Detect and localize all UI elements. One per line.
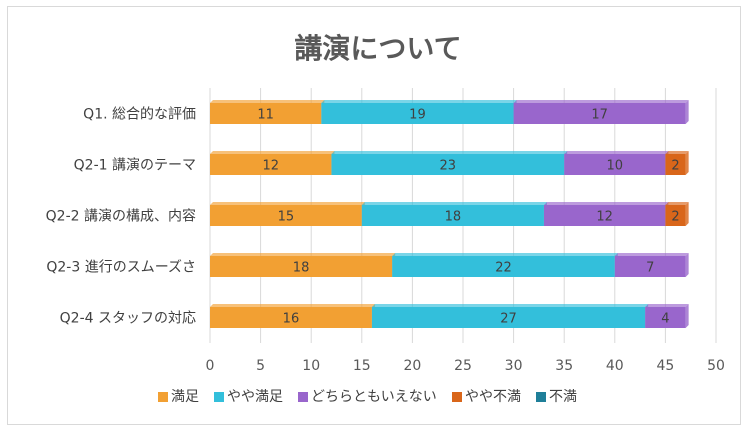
bar-segment-top xyxy=(543,202,669,205)
category-label: Q1. 総合的な評価 xyxy=(83,107,196,123)
data-label: 15 xyxy=(278,210,295,225)
x-tick-label: 45 xyxy=(656,358,674,374)
x-tick-label: 30 xyxy=(505,358,523,374)
x-tick-label: 5 xyxy=(256,358,265,374)
category-labels: Q1. 総合的な評価 Q2-1 講演のテーマ Q2-2 講演の構成、内容 Q2-3 進… xyxy=(46,107,196,327)
data-label: 17 xyxy=(591,108,608,123)
data-label: 12 xyxy=(596,210,613,225)
bar-segment-top xyxy=(665,202,689,205)
bar-segment-top xyxy=(210,253,396,256)
data-label: 18 xyxy=(293,261,310,276)
bar-segment-top xyxy=(331,151,568,154)
data-label: 2 xyxy=(671,159,679,174)
legend-entry: やや満足 xyxy=(227,389,283,405)
data-label: 10 xyxy=(607,159,624,174)
bar-segment xyxy=(513,103,686,124)
x-axis-ticks: 0 5 10 15 20 25 30 35 40 45 50 xyxy=(206,358,725,374)
bar-segment xyxy=(543,205,666,226)
bar-segment-top xyxy=(361,202,547,205)
bar-segment-top xyxy=(210,151,335,154)
bar-segment-top xyxy=(210,202,365,205)
x-tick-label: 25 xyxy=(454,358,472,374)
legend-swatch xyxy=(214,392,224,402)
data-label: 7 xyxy=(646,261,654,276)
x-tick-label: 10 xyxy=(302,358,320,374)
bar-segment-side xyxy=(685,253,689,277)
x-tick-label: 20 xyxy=(403,358,421,374)
bar-segment xyxy=(665,205,686,226)
data-label: 22 xyxy=(495,261,512,276)
data-label: 11 xyxy=(257,108,274,123)
bar-segment xyxy=(210,307,372,328)
x-tick-label: 40 xyxy=(606,358,624,374)
category-label: Q2-2 講演の構成、内容 xyxy=(46,208,196,225)
bar-segment xyxy=(371,307,646,328)
legend-entry: 不満 xyxy=(549,389,577,405)
bar-segment-top xyxy=(392,253,618,256)
x-tick-label: 50 xyxy=(707,358,725,374)
data-label: 4 xyxy=(661,312,669,327)
legend-swatch xyxy=(298,392,308,402)
data-label: 23 xyxy=(440,159,457,174)
x-tick-label: 35 xyxy=(555,358,573,374)
category-label: Q2-4 スタッフの対応 xyxy=(60,311,196,327)
bar-segment xyxy=(614,256,686,277)
bar-segment xyxy=(210,154,332,175)
legend-entry: 満足 xyxy=(171,389,199,405)
bar-segment-top xyxy=(210,100,325,103)
chart-title: 講演について xyxy=(294,32,461,65)
bar-segment-top xyxy=(210,304,375,307)
bar-segment xyxy=(392,256,615,277)
bar-segment-top xyxy=(614,253,689,256)
bar-segment-top xyxy=(645,304,689,307)
legend-entry: どちらともいえない xyxy=(311,389,437,405)
legend-swatch xyxy=(452,392,462,402)
data-label: 12 xyxy=(262,159,279,174)
data-label: 19 xyxy=(409,108,426,123)
category-label: Q2-1 講演のテーマ xyxy=(74,158,196,174)
bar-segment-side xyxy=(685,304,689,328)
bar-segment-side xyxy=(685,151,689,175)
bar-segment-top xyxy=(321,100,517,103)
bar-segment xyxy=(210,256,393,277)
x-tick-label: 0 xyxy=(206,358,215,374)
legend-swatch xyxy=(536,392,546,402)
bars: 11 19 17 12 23 10 2 15 18 12 2 18 22 7 16 27 4 xyxy=(210,100,689,328)
bar-segment xyxy=(665,154,686,175)
legend: 満足 やや満足 どちらともいえない やや不満 不満 xyxy=(158,389,577,405)
bar-segment-top xyxy=(513,100,689,103)
bar-segment-top xyxy=(564,151,669,154)
category-label: Q2-3 進行のスムーズさ xyxy=(46,260,196,276)
bar-segment xyxy=(210,205,362,226)
data-label: 2 xyxy=(671,210,679,225)
x-tick-label: 15 xyxy=(353,358,371,374)
data-label: 18 xyxy=(445,210,462,225)
bar-segment xyxy=(361,205,544,226)
data-label: 16 xyxy=(283,312,300,327)
legend-entry: やや不満 xyxy=(465,389,521,405)
bar-segment-side xyxy=(685,100,689,124)
bar-segment xyxy=(645,307,686,328)
bar-segment-top xyxy=(371,304,649,307)
bar-segment xyxy=(331,154,565,175)
bar-segment xyxy=(321,103,514,124)
bar-segment xyxy=(564,154,666,175)
bar-segment-side xyxy=(685,202,689,226)
bar-segment-top xyxy=(665,151,689,154)
data-label: 27 xyxy=(500,312,517,327)
legend-swatch xyxy=(158,392,168,402)
bar-segment xyxy=(210,103,322,124)
